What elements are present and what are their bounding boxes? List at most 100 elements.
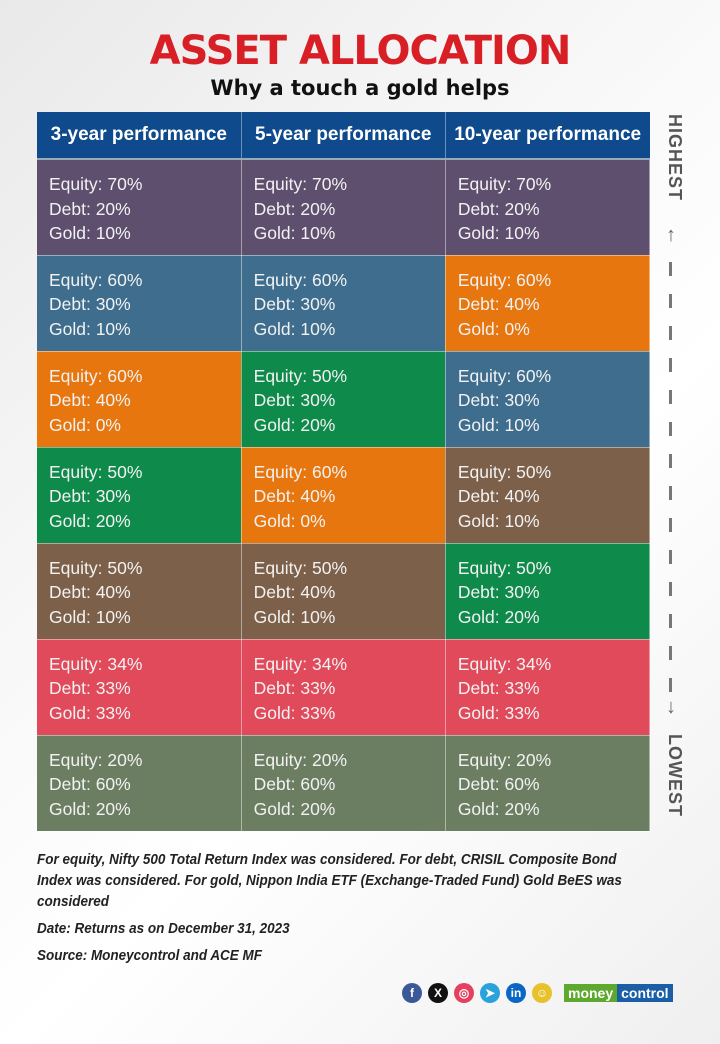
allocation-table: 3-year performance 5-year performance 10-y… bbox=[37, 112, 651, 832]
allocation-cell: Equity: 34% Debt: 33% Gold: 33% bbox=[241, 639, 446, 736]
equity-share: Equity: 70% bbox=[457, 174, 552, 194]
gold-share: Gold: 20% bbox=[457, 606, 540, 627]
scale-dash bbox=[669, 518, 672, 532]
equity-share: Equity: 50% bbox=[49, 461, 143, 482]
date-note: Date: Returns as on December 31, 2023 bbox=[37, 921, 290, 937]
table-row: Equity: 70% Debt: 20% Gold: 10% Equity: 70%… bbox=[37, 159, 651, 256]
gold-share: Gold: 0% bbox=[457, 318, 530, 339]
gold-share: Gold: 10% bbox=[253, 318, 336, 339]
allocation-cell: Equity: 60% Debt: 40% Gold: 0% bbox=[37, 351, 242, 448]
debt-share: Debt: 60% bbox=[457, 774, 540, 794]
allocation-cell: Equity: 50% Debt: 40% Gold: 10% bbox=[241, 543, 446, 640]
scale-dash bbox=[669, 614, 672, 628]
facebook-icon[interactable]: f bbox=[402, 983, 422, 1003]
gold-share: Gold: 20% bbox=[49, 510, 131, 531]
gold-share: Gold: 20% bbox=[457, 798, 540, 819]
column-header: 10-year performance bbox=[445, 112, 650, 160]
debt-share: Debt: 33% bbox=[49, 678, 131, 698]
page-subtitle: Why a touch a gold helps bbox=[210, 76, 510, 100]
equity-share: Equity: 50% bbox=[457, 461, 552, 482]
scale-dash bbox=[669, 262, 672, 276]
debt-share: Debt: 33% bbox=[457, 678, 540, 698]
debt-share: Debt: 30% bbox=[457, 582, 540, 602]
allocation-cell: Equity: 50% Debt: 40% Gold: 10% bbox=[37, 543, 242, 640]
equity-share: Equity: 34% bbox=[457, 653, 552, 674]
equity-share: Equity: 20% bbox=[457, 749, 552, 770]
gold-share: Gold: 0% bbox=[253, 510, 326, 531]
allocation-cell: Equity: 60% Debt: 30% Gold: 10% bbox=[241, 255, 446, 352]
debt-share: Debt: 60% bbox=[49, 774, 131, 794]
table-row: Equity: 50% Debt: 30% Gold: 20% Equity: 60%… bbox=[37, 447, 651, 544]
scale-dash bbox=[669, 454, 672, 468]
allocation-cell: Equity: 50% Debt: 30% Gold: 20% bbox=[37, 447, 242, 544]
page-title: ASSET ALLOCATION bbox=[149, 28, 572, 74]
gold-share: Gold: 20% bbox=[253, 798, 336, 819]
footnotes: For equity, Nifty 500 Total Return Index… bbox=[37, 850, 632, 973]
snapchat-icon[interactable]: ☺ bbox=[532, 983, 552, 1003]
debt-share: Debt: 20% bbox=[457, 198, 540, 219]
allocation-cell: Equity: 50% Debt: 40% Gold: 10% bbox=[445, 447, 651, 544]
scale-dash bbox=[669, 390, 672, 404]
linkedin-icon[interactable]: in bbox=[506, 983, 526, 1003]
logo-part-money: money bbox=[564, 984, 618, 1002]
scale-dash bbox=[669, 326, 672, 340]
allocation-cell: Equity: 60% Debt: 30% Gold: 10% bbox=[37, 255, 242, 352]
gold-share: Gold: 33% bbox=[253, 702, 336, 723]
debt-share: Debt: 30% bbox=[457, 390, 540, 410]
equity-share: Equity: 70% bbox=[49, 174, 143, 194]
instagram-icon[interactable]: ◎ bbox=[454, 983, 474, 1003]
gold-share: Gold: 10% bbox=[253, 223, 336, 243]
gold-share: Gold: 20% bbox=[49, 798, 131, 819]
equity-share: Equity: 20% bbox=[49, 749, 143, 770]
debt-share: Debt: 30% bbox=[49, 486, 131, 506]
allocation-cell: Equity: 60% Debt: 30% Gold: 10% bbox=[445, 351, 651, 448]
allocation-cell: Equity: 70% Debt: 20% Gold: 10% bbox=[445, 159, 651, 256]
x-icon[interactable]: X bbox=[428, 983, 448, 1003]
gold-share: Gold: 33% bbox=[49, 702, 131, 723]
allocation-cell: Equity: 20% Debt: 60% Gold: 20% bbox=[37, 735, 242, 832]
equity-share: Equity: 60% bbox=[253, 461, 348, 482]
allocation-cell: Equity: 34% Debt: 33% Gold: 33% bbox=[445, 639, 651, 736]
allocation-cell: Equity: 20% Debt: 60% Gold: 20% bbox=[241, 735, 446, 832]
source-note: Source: Moneycontrol and ACE MF bbox=[37, 948, 263, 964]
debt-share: Debt: 30% bbox=[253, 294, 336, 314]
gold-share: Gold: 10% bbox=[457, 223, 540, 243]
telegram-icon[interactable]: ➤ bbox=[480, 983, 500, 1003]
gold-share: Gold: 10% bbox=[49, 223, 131, 243]
allocation-cell: Equity: 70% Debt: 20% Gold: 10% bbox=[241, 159, 446, 256]
debt-share: Debt: 60% bbox=[253, 774, 336, 794]
equity-share: Equity: 60% bbox=[49, 365, 143, 386]
scale-dash bbox=[669, 678, 672, 692]
equity-share: Equity: 60% bbox=[49, 269, 143, 290]
scale-highest-label: HIGHEST bbox=[665, 114, 685, 202]
debt-share: Debt: 30% bbox=[253, 390, 336, 410]
scale-dash bbox=[669, 582, 672, 596]
equity-share: Equity: 60% bbox=[253, 269, 348, 290]
moneycontrol-logo: money control bbox=[564, 983, 673, 1003]
equity-share: Equity: 50% bbox=[253, 557, 348, 578]
scale-dash bbox=[669, 646, 672, 660]
allocation-cell: Equity: 50% Debt: 30% Gold: 20% bbox=[241, 351, 446, 448]
scale-dash bbox=[669, 422, 672, 436]
table-row: Equity: 20% Debt: 60% Gold: 20% Equity: 20%… bbox=[37, 735, 651, 832]
equity-share: Equity: 70% bbox=[253, 174, 348, 194]
social-links: f X ◎ ➤ in ☺ money control bbox=[402, 983, 673, 1003]
equity-share: Equity: 50% bbox=[49, 557, 143, 578]
debt-share: Debt: 40% bbox=[457, 486, 540, 506]
arrow-up-icon: ↑ bbox=[666, 224, 676, 246]
gold-share: Gold: 10% bbox=[49, 318, 131, 339]
debt-share: Debt: 20% bbox=[253, 198, 336, 219]
column-header: 5-year performance bbox=[241, 112, 446, 160]
allocation-cell: Equity: 60% Debt: 40% Gold: 0% bbox=[445, 255, 651, 352]
gold-share: Gold: 10% bbox=[457, 510, 540, 531]
debt-share: Debt: 40% bbox=[49, 582, 131, 602]
table-row: Equity: 60% Debt: 40% Gold: 0% Equity: 50% D… bbox=[37, 351, 651, 448]
logo-part-control: control bbox=[617, 984, 673, 1002]
allocation-cell: Equity: 20% Debt: 60% Gold: 20% bbox=[445, 735, 651, 832]
debt-share: Debt: 40% bbox=[253, 486, 336, 506]
equity-share: Equity: 34% bbox=[253, 653, 348, 674]
gold-share: Gold: 20% bbox=[253, 414, 336, 435]
table-row: Equity: 34% Debt: 33% Gold: 33% Equity: 34%… bbox=[37, 639, 651, 736]
allocation-cell: Equity: 34% Debt: 33% Gold: 33% bbox=[37, 639, 242, 736]
equity-share: Equity: 60% bbox=[457, 365, 552, 386]
